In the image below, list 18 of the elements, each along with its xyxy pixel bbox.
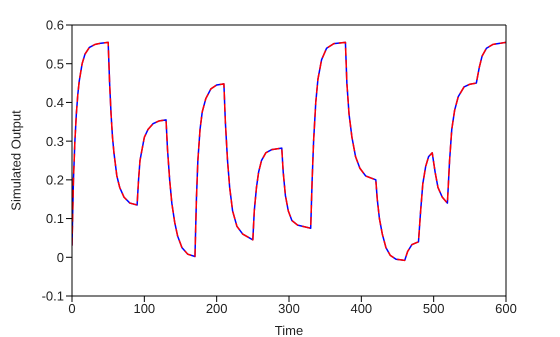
y-tick-label: 0 <box>56 250 64 265</box>
x-tick-label: 0 <box>68 301 76 316</box>
x-tick-label: 200 <box>206 301 228 316</box>
x-tick-label: 500 <box>422 301 445 316</box>
y-tick-label: 0.5 <box>46 56 64 72</box>
x-tick-label: 300 <box>278 301 300 316</box>
x-axis-title: Time <box>274 323 304 337</box>
x-tick-label: 400 <box>350 301 372 316</box>
y-tick-label: 0.3 <box>46 134 64 149</box>
x-tick-label: 100 <box>133 301 156 316</box>
y-tick-label: 0.2 <box>46 172 64 188</box>
line-series <box>72 42 506 262</box>
y-tick-label: 0.1 <box>46 211 64 226</box>
y-axis-title: Simulated Output <box>8 110 24 211</box>
y-tick-label: 0.6 <box>46 18 64 33</box>
y-tick-label: -0.1 <box>42 288 64 304</box>
y-tick-label: 0.4 <box>46 95 64 110</box>
x-tick-label: 600 <box>495 301 517 316</box>
